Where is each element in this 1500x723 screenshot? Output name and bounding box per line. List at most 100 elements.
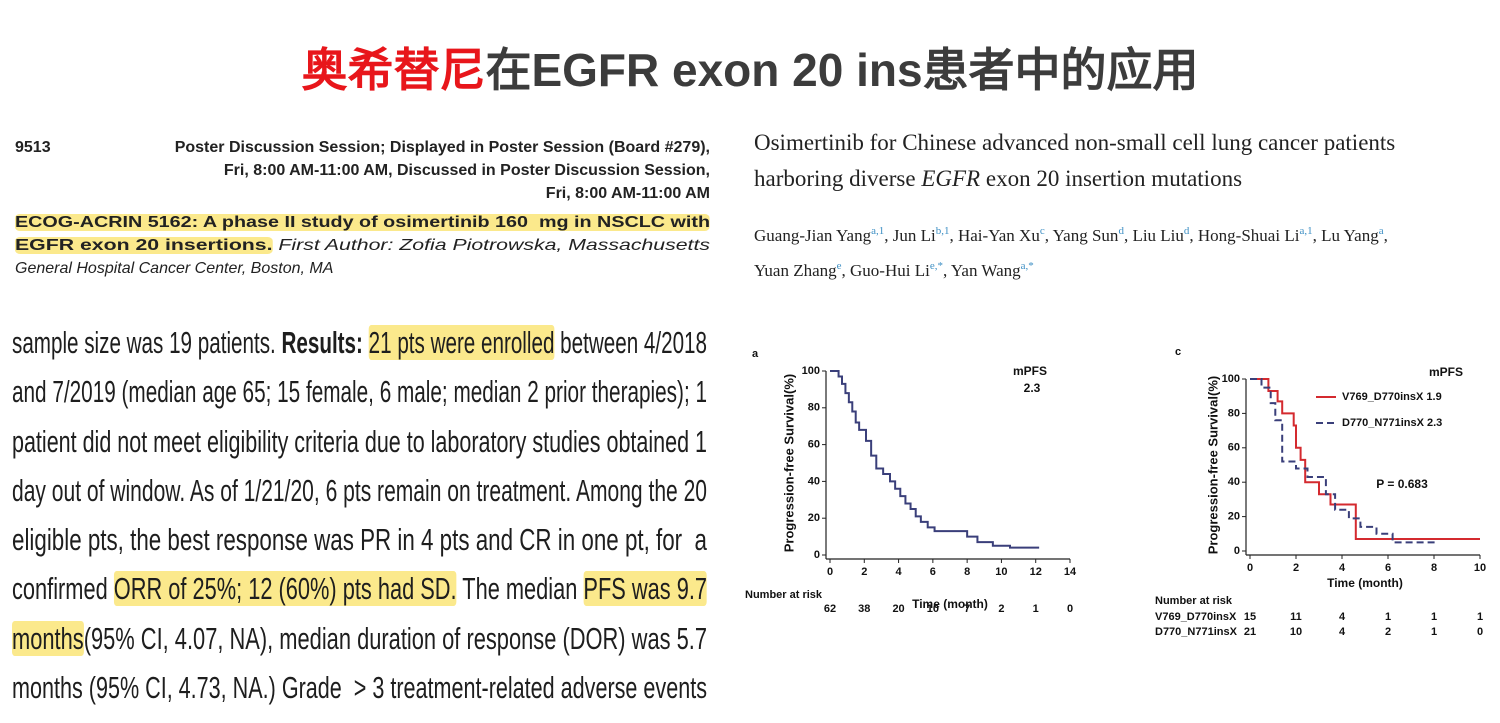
text: between 4/2018 [554, 325, 707, 360]
legend-title: mPFS [1013, 364, 1047, 378]
legend-label: V769_D770insX 1.9 [1342, 391, 1442, 403]
text-line: EGFR exon 20 insertions. First Author: Z… [15, 234, 710, 257]
text-line: harboring diverse EGFR exon 20 insertion… [754, 161, 1242, 197]
risk-count: 2 [998, 603, 1004, 615]
y-tick-label: 60 [1228, 442, 1240, 454]
text-line: months (95% CI, 4.73, NA.) Grade > 3 tre… [12, 663, 707, 712]
risk-count: 15 [1244, 611, 1256, 623]
results-text: sample size was 19 patients. Results: 21… [12, 318, 707, 712]
article-title: Osimertinib for Chinese advanced non-sma… [754, 125, 1395, 197]
y-axis-label: Progression-free Survival(%) [781, 374, 796, 552]
text: General Hospital Cancer Center, Boston, … [15, 260, 334, 277]
y-tick-label: 80 [1228, 407, 1240, 419]
text-line: ECOG-ACRIN 5162: A phase II study of osi… [15, 211, 710, 234]
annotation: 2.3 [1024, 381, 1041, 395]
y-tick-label: 60 [808, 439, 820, 451]
text-line: General Hospital Cancer Center, Boston, … [15, 257, 333, 280]
annotation: P = 0.683 [1376, 477, 1428, 491]
article-authors: Guang-Jian Yanga,1, Jun Lib,1, Hai-Yan X… [754, 216, 1388, 286]
text-line: and 7/2019 (median age 65; 15 female, 6 … [12, 367, 707, 416]
text-line: patient did not meet eligibility criteri… [12, 417, 707, 466]
text: , Jun Li [884, 226, 936, 245]
risk-count: 21 [1244, 626, 1256, 638]
text-line: 奥希替尼在EGFR exon 20 ins患者中的应用 [0, 34, 1500, 100]
text: day out of window. As of 1/21/20, 6 pts … [12, 472, 707, 508]
text: 9513 [15, 139, 51, 156]
affiliation: d [1118, 225, 1124, 237]
text: and 7/2019 (median age 65; 15 female, 6 … [12, 374, 707, 410]
panel-label: c [1175, 346, 1181, 358]
text: sample size was 19 patients. [12, 325, 282, 360]
text: exon 20 insertion mutations [980, 166, 1243, 191]
risk-table-title: Number at risk [745, 589, 823, 601]
text: First Author: Zofia Piotrowska, Massachu… [272, 237, 710, 254]
risk-count: 62 [824, 603, 836, 615]
risk-count: 0 [1067, 603, 1073, 615]
x-tick-label: 2 [1293, 562, 1299, 574]
survival-curve [1250, 378, 1480, 540]
affiliation: a,* [1020, 260, 1034, 272]
text-line: Fri, 8:00 AM-11:00 AM [15, 182, 710, 205]
text: , Hai-Yan Xu [949, 226, 1040, 245]
text: , Guo-Hui Li [841, 261, 930, 280]
abstract-study: ECOG-ACRIN 5162: A phase II study of osi… [15, 211, 710, 280]
x-tick-label: 14 [1064, 566, 1077, 578]
x-tick-label: 6 [930, 566, 936, 578]
text-line: sample size was 19 patients. Results: 21… [12, 318, 707, 367]
text: , [1383, 226, 1388, 245]
x-tick-label: 6 [1385, 562, 1391, 574]
text: Results: [281, 325, 363, 360]
text: The median [456, 571, 584, 607]
text: Fri, 8:00 AM-11:00 AM, Discussed in Post… [223, 162, 710, 179]
legend-title: mPFS [1429, 365, 1463, 379]
text: patient did not meet eligibility criteri… [12, 423, 707, 459]
affiliation: a,1 [1299, 225, 1313, 237]
risk-count: 38 [858, 603, 870, 615]
text-line: months(95% CI, 4.07, NA), median duratio… [12, 614, 707, 663]
risk-count: 11 [1290, 611, 1302, 623]
text: , Hong-Shuai Li [1189, 226, 1300, 245]
x-tick-label: 8 [1431, 562, 1437, 574]
y-axis-label: Progression-free Survival(%) [1205, 376, 1220, 554]
text-line: Yuan Zhange, Guo-Hui Lie,*, Yan Wanga,* [754, 251, 1034, 286]
y-tick-label: 20 [1228, 511, 1240, 523]
risk-count: 4 [1339, 611, 1346, 623]
x-tick-label: 0 [1247, 562, 1253, 574]
x-tick-label: 12 [1030, 566, 1042, 578]
y-tick-label: 0 [814, 549, 820, 561]
risk-count: 20 [892, 603, 904, 615]
x-axis-label: Time (month) [912, 597, 988, 611]
y-tick-label: 40 [808, 475, 820, 487]
risk-count: 1 [1477, 611, 1483, 623]
text: Poster Discussion Session; Displayed in … [174, 139, 710, 156]
y-tick-label: 40 [1228, 476, 1240, 488]
x-tick-label: 8 [964, 566, 970, 578]
highlighted-text: ECOG-ACRIN 5162: A phase II study of osi… [15, 214, 710, 231]
x-axis-label: Time (month) [1327, 576, 1403, 590]
risk-row-label: D770_N771insX [1155, 626, 1238, 638]
risk-count: 1 [1431, 611, 1437, 623]
x-tick-label: 4 [1339, 562, 1346, 574]
affiliation: e,* [929, 260, 943, 272]
y-tick-label: 20 [808, 512, 820, 524]
highlighted-text: 21 pts were enrolled [368, 325, 555, 360]
risk-count: 10 [1290, 626, 1302, 638]
risk-count: 1 [1431, 626, 1437, 638]
text: Guang-Jian Yang [754, 226, 872, 245]
highlighted-text: PFS was 9.7 [583, 571, 707, 607]
affiliation: b,1 [935, 225, 950, 237]
text-line: Guang-Jian Yanga,1, Jun Lib,1, Hai-Yan X… [754, 216, 1388, 251]
risk-count: 1 [1385, 611, 1391, 623]
text: , Yan Wang [942, 261, 1021, 280]
text: confirmed [12, 571, 114, 607]
x-tick-label: 2 [861, 566, 867, 578]
text-line: Fri, 8:00 AM-11:00 AM, Discussed in Post… [15, 159, 710, 182]
y-tick-label: 100 [1222, 373, 1240, 385]
x-tick-label: 0 [827, 566, 833, 578]
x-tick-label: 10 [1474, 562, 1486, 574]
text: months (95% CI, 4.73, NA.) Grade > 3 tre… [12, 670, 707, 706]
affiliation: a,1 [871, 225, 885, 237]
text: (95% CI, 4.07, NA), median duration of r… [83, 620, 708, 656]
